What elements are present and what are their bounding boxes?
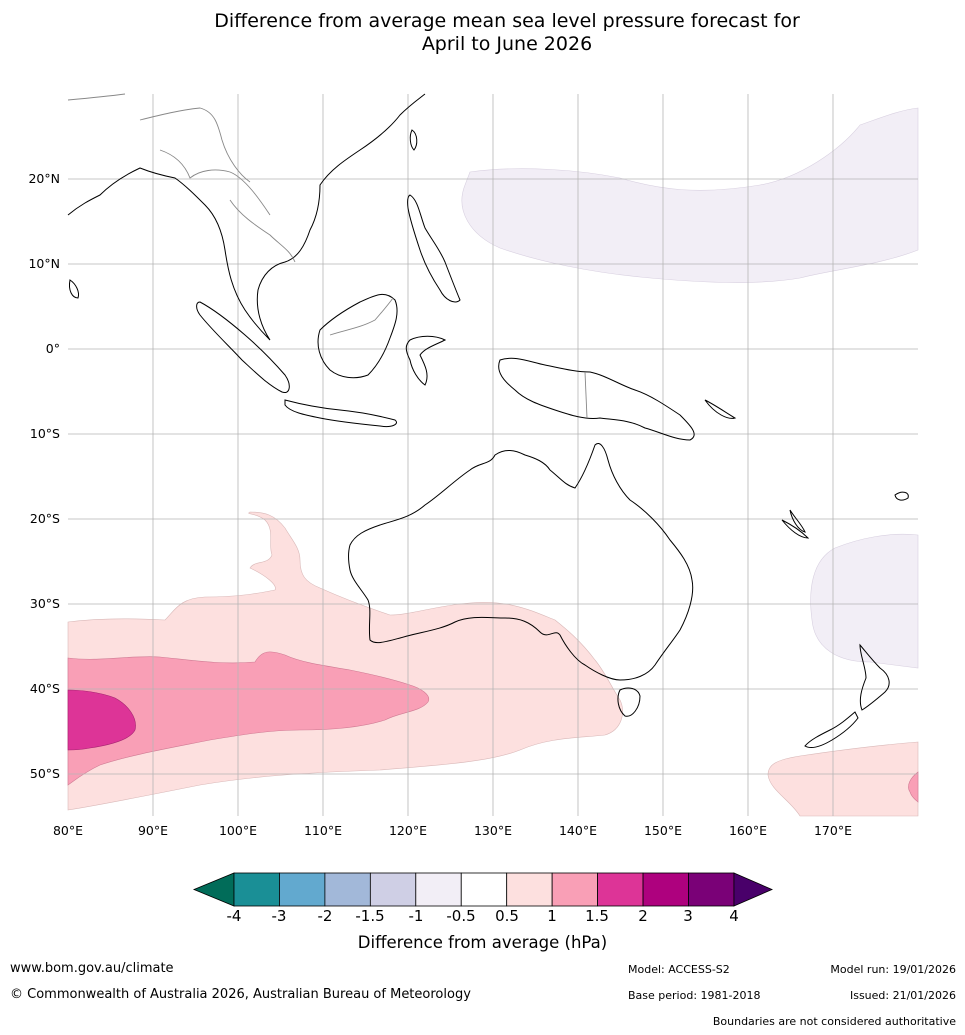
- colorbar-tick-label: -2: [317, 907, 333, 925]
- coastline-borneo: [317, 293, 398, 379]
- lat-label-40s: 40°S: [29, 681, 60, 696]
- colorbar-tick-label: -1: [408, 907, 424, 925]
- lon-label-120e: 120°E: [388, 823, 427, 838]
- coastline-new-guinea: [498, 357, 695, 441]
- colorbar-tick-label: -0.5: [446, 907, 476, 925]
- country-borders: [67, 93, 588, 419]
- lon-label-170e: 170°E: [813, 823, 852, 838]
- lat-label-50s: 50°S: [29, 766, 60, 781]
- coastline-sulawesi: [405, 335, 447, 386]
- colorbar-tick-label: -1.5: [355, 907, 385, 925]
- coastline-sri-lanka: [69, 279, 79, 299]
- coastline-vanuatu: [789, 509, 806, 533]
- colorbar-tick-label: 2: [638, 907, 648, 925]
- coastline-solomon-islands: [704, 399, 737, 419]
- coastlines: [67, 93, 909, 749]
- lon-label-80e: 80°E: [52, 823, 84, 838]
- boundaries-disclaimer: Boundaries are not considered authoritat…: [712, 1015, 956, 1028]
- border-mainland-4: [67, 93, 126, 101]
- lat-label-20n: 20°N: [28, 171, 60, 186]
- lon-label-150e: 150°E: [643, 823, 682, 838]
- anomaly-region-south-of-nz: [767, 741, 919, 817]
- colorbar-tick-label: 1.5: [585, 907, 609, 925]
- anomaly-region-south-of-nz-1: [908, 771, 919, 803]
- base-period: Base period: 1981-2018: [628, 989, 761, 1002]
- lon-label-140e: 140°E: [558, 823, 597, 838]
- colorbar-tick-label: -4: [226, 907, 242, 925]
- colorbar-segment: [233, 872, 280, 907]
- lat-label-20s: 20°S: [29, 511, 60, 526]
- coastline-taiwan: [409, 129, 418, 151]
- coastline-new-zealand-north: [859, 643, 890, 711]
- coastline-sumatra: [196, 301, 290, 394]
- lat-label-30s: 30°S: [29, 596, 60, 611]
- coastline-fiji: [894, 491, 909, 501]
- title-line-2: April to June 2026: [421, 33, 593, 55]
- coastline-new-caledonia: [781, 519, 810, 539]
- issued-date: Issued: 21/01/2026: [849, 989, 956, 1002]
- lat-label-eq: 0°: [45, 341, 60, 356]
- coastline-tasmania: [617, 687, 641, 717]
- colorbar-segment: [597, 872, 644, 907]
- border-mainland-2: [159, 149, 271, 216]
- lat-label-10s: 10°S: [29, 426, 60, 441]
- colorbar-high-extension: [733, 872, 774, 907]
- colorbar-segment: [279, 872, 326, 907]
- model-run-date: Model run: 19/01/2026: [830, 963, 956, 976]
- colorbar-title: Difference from average (hPa): [357, 933, 608, 952]
- coastline-philippines: [407, 194, 461, 303]
- copyright: © Commonwealth of Australia 2026, Austra…: [10, 987, 471, 1002]
- colorbar-tick-label: 1: [547, 907, 557, 925]
- anomaly-region-southern-ocean-1: [67, 651, 430, 786]
- lon-label-130e: 130°E: [473, 823, 512, 838]
- coastline-asia: [67, 93, 426, 341]
- lon-label-100e: 100°E: [218, 823, 257, 838]
- coastline-australia: [348, 443, 694, 681]
- coastline-new-zealand-south: [804, 711, 859, 749]
- graticule: [68, 94, 918, 816]
- lon-label-90e: 90°E: [137, 823, 169, 838]
- lon-label-110e: 110°E: [303, 823, 342, 838]
- colorbar-tick-label: 0.5: [495, 907, 519, 925]
- border-mainland-3: [229, 199, 296, 263]
- colorbar-tick-label: -3: [271, 907, 287, 925]
- colorbar-tick-label: 3: [683, 907, 693, 925]
- border-mainland-1: [139, 107, 251, 183]
- lon-label-160e: 160°E: [728, 823, 767, 838]
- anomaly-region-north-pacific: [461, 107, 919, 283]
- coastline-java: [284, 399, 397, 427]
- colorbar-low-extension: [192, 872, 235, 907]
- title-line-1: Difference from average mean sea level p…: [214, 10, 800, 32]
- chart-title: Difference from average mean sea level p…: [0, 10, 965, 56]
- anomaly-region-south-pacific: [810, 533, 919, 669]
- colorbar-segment: [460, 872, 508, 907]
- colorbar-segment: [369, 872, 417, 907]
- border-png: [584, 371, 588, 419]
- lat-label-10n: 10°N: [28, 256, 60, 271]
- colorbar-tick-label: 4: [729, 907, 739, 925]
- border-borneo: [329, 297, 394, 336]
- colorbar: [192, 872, 774, 907]
- colorbar-segment: [324, 872, 371, 907]
- website-link[interactable]: www.bom.gov.au/climate: [10, 961, 174, 976]
- anomaly-region-southern-ocean-1.5: [67, 689, 136, 751]
- colorbar-segment: [551, 872, 599, 907]
- colorbar-segment: [688, 872, 735, 907]
- colorbar-segment: [642, 872, 689, 907]
- model-name: Model: ACCESS-S2: [628, 963, 730, 976]
- colorbar-segment: [415, 872, 462, 907]
- colorbar-segment: [506, 872, 553, 907]
